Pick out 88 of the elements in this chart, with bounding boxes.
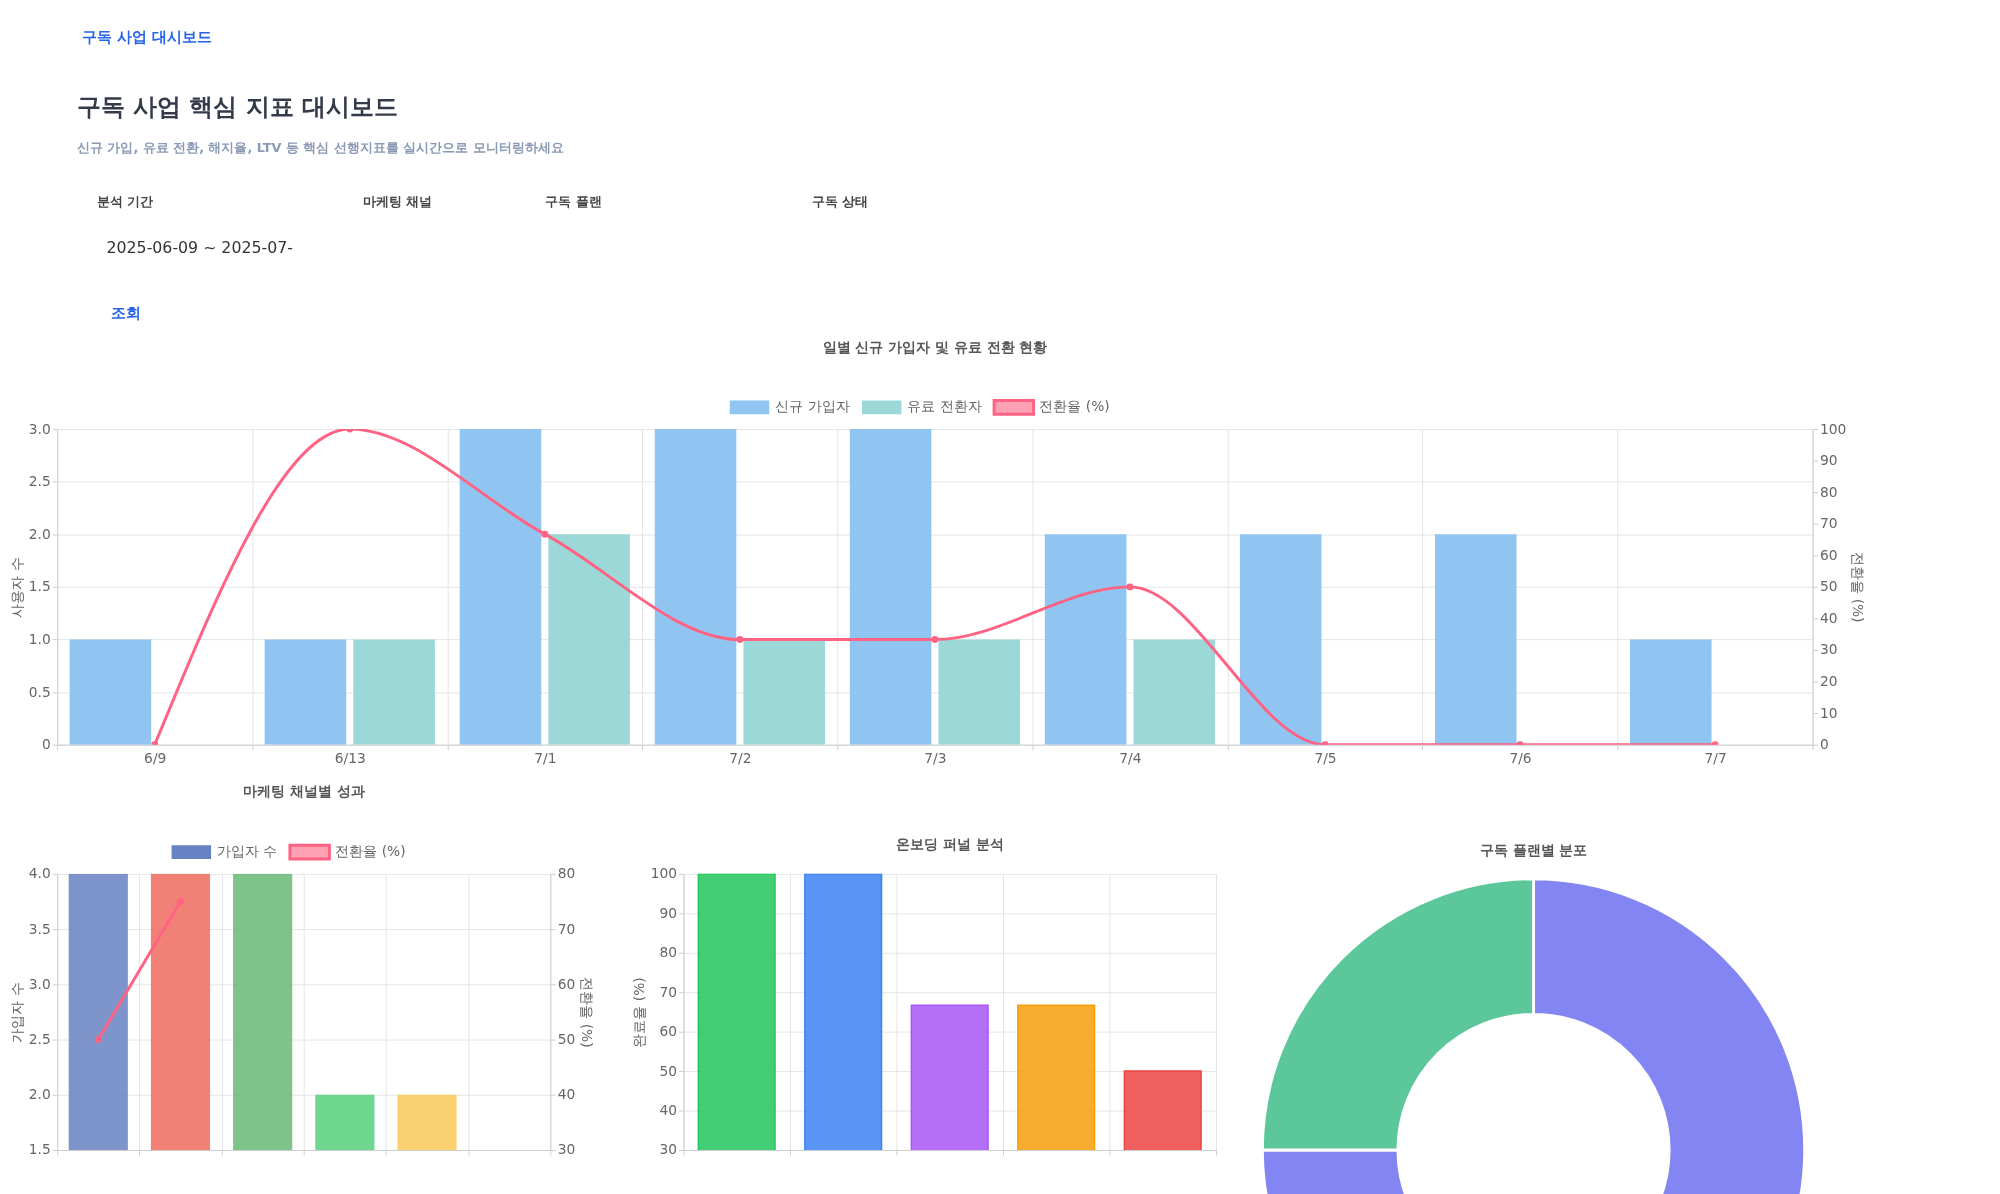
y-tick-label: 1.0 [28,630,51,647]
y-axis-title: 사용자 수 [8,557,25,618]
y2-axis-title: 전환율 (%) [1850,552,1867,623]
chart-title: 마케팅 채널별 성과 [242,783,365,800]
y2-tick-label: 100 [1820,420,1847,437]
y-axis-title: 완료율 (%) [630,977,647,1048]
x-tick-label: 7/5 [1314,749,1337,766]
legend-label: 가입자 수 [216,843,278,860]
y2-tick-label: 40 [1820,609,1838,626]
bar [938,639,1021,745]
point [1126,583,1134,591]
x-tick-label: 6/9 [144,749,167,766]
y2-tick-label: 10 [1820,704,1838,721]
y-tick-label: 30 [659,1141,678,1158]
y-tick-label: 3.0 [28,975,51,992]
y2-tick-label: 60 [557,975,576,992]
legend-label: 전환율 (%) [1039,398,1110,415]
x-tick-label: 7/7 [1704,749,1727,766]
bar [1239,534,1322,745]
text: 구독 플랜 [545,194,602,210]
text: 조회 [111,303,142,321]
y-tick-label: 2.5 [28,1030,51,1047]
chart-title: 일별 신규 가입자 및 유료 전환 현황 [822,338,1048,355]
x-tick-label: 7/4 [1119,749,1142,766]
x-tick-label: 6/13 [334,749,366,766]
y2-tick-label: 70 [1820,515,1838,532]
y2-tick-label: 60 [1820,546,1838,563]
bar [1434,534,1517,745]
bar [353,639,435,745]
y-tick-label: 60 [659,1023,678,1040]
chart-title: 온보딩 퍼널 분석 [895,836,1004,853]
point [736,636,744,644]
y-tick-label: 0 [42,736,51,753]
y-tick-label: 70 [659,983,678,1000]
text: 분석 기간 [96,194,154,210]
bar [69,639,152,745]
y-tick-label: 1.5 [28,1141,51,1158]
text: 신규 가입, 유료 전환, 해지율, LTV 등 핵심 선행지표를 실시간으로 모니터링하세요 [76,139,564,155]
x-tick-label: 7/3 [924,749,947,766]
bar [548,534,630,745]
y2-tick-label: 80 [557,865,576,882]
y-tick-label: 2.0 [28,1086,51,1103]
bar [459,429,542,745]
point [931,636,939,644]
y-tick-label: 1.5 [28,578,51,595]
x-tick-label: 7/2 [729,749,752,766]
y-tick-label: 4.0 [28,865,51,882]
y2-tick-label: 80 [1820,483,1838,500]
y2-tick-label: 30 [557,1141,576,1158]
legend-label: 전환율 (%) [335,843,406,860]
y-tick-label: 80 [659,944,678,961]
y-tick-label: 0.5 [28,683,51,700]
bar [1133,639,1216,745]
y2-tick-label: 0 [1820,736,1829,753]
y-tick-label: 50 [659,1062,678,1079]
chart-title: 구독 플랜별 분포 [1479,842,1588,859]
y2-tick-label: 50 [557,1030,576,1047]
y-tick-label: 90 [659,904,678,921]
bar [654,429,737,745]
text: 구독 사업 대시보드 [81,27,213,45]
y-tick-label: 3.0 [28,420,51,437]
text: 구독 상태 [811,194,869,210]
bar [1044,534,1127,745]
point [541,530,549,538]
legend-label: 신규 가입자 [775,398,850,415]
y-tick-label: 40 [659,1101,678,1118]
y2-tick-label: 50 [1820,578,1838,595]
y2-tick-label: 40 [557,1086,576,1103]
bar [743,639,825,745]
y-tick-label: 2.5 [28,473,51,490]
y-tick-label: 3.5 [28,920,51,937]
y-tick-label: 100 [650,865,678,882]
x-tick-label: 7/1 [534,749,557,766]
text: 2025-06-09 ~ 2025-07- [106,237,293,257]
text: 마케팅 채널 [362,194,433,210]
y2-tick-label: 90 [1820,452,1838,469]
y-tick-label: 2.0 [28,525,51,542]
x-tick-label: 7/6 [1509,749,1532,766]
y-axis-title: 가입자 수 [8,982,25,1043]
bar [264,639,347,745]
text: 구독 사업 핵심 지표 대시보드 [76,93,398,122]
y2-tick-label: 30 [1820,641,1838,658]
bar [849,429,932,745]
legend-label: 유료 전환자 [907,398,982,415]
bar [1629,639,1712,745]
y2-tick-label: 70 [557,920,576,937]
y2-tick-label: 20 [1820,672,1838,689]
y2-axis-title: 전환율 (%) [579,977,596,1048]
